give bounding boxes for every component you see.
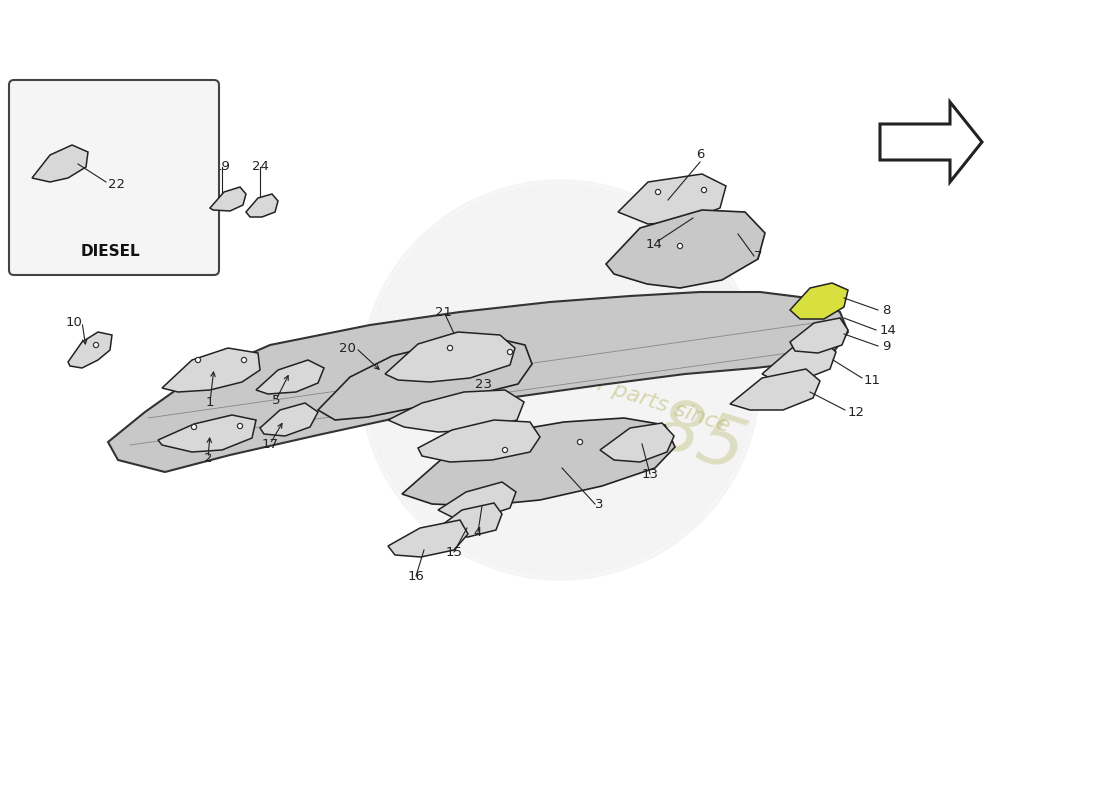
Circle shape: [702, 187, 706, 193]
Text: 15: 15: [446, 546, 462, 558]
Polygon shape: [438, 482, 516, 518]
Polygon shape: [618, 174, 726, 224]
Polygon shape: [790, 318, 848, 353]
Text: 1: 1: [206, 395, 214, 409]
Polygon shape: [210, 187, 246, 211]
Text: 12: 12: [848, 406, 865, 418]
Polygon shape: [438, 503, 502, 537]
Text: 21: 21: [436, 306, 452, 318]
Circle shape: [503, 447, 507, 453]
Circle shape: [703, 189, 705, 191]
Circle shape: [579, 441, 581, 443]
Polygon shape: [158, 415, 256, 452]
FancyBboxPatch shape: [9, 80, 219, 275]
Text: 24: 24: [252, 161, 268, 174]
Text: 8: 8: [882, 303, 890, 317]
Text: 14: 14: [646, 238, 662, 251]
Polygon shape: [318, 338, 532, 420]
Circle shape: [679, 245, 681, 247]
Circle shape: [239, 425, 241, 427]
Text: 9: 9: [882, 339, 890, 353]
Circle shape: [678, 243, 682, 249]
Polygon shape: [600, 423, 674, 462]
Text: 14: 14: [880, 325, 896, 338]
Polygon shape: [162, 348, 260, 392]
Polygon shape: [790, 283, 848, 319]
Text: 11: 11: [864, 374, 881, 386]
Circle shape: [507, 350, 513, 354]
Circle shape: [448, 346, 452, 350]
Text: 23: 23: [463, 434, 481, 446]
Polygon shape: [388, 390, 524, 432]
Circle shape: [95, 344, 97, 346]
Circle shape: [449, 346, 451, 350]
Circle shape: [656, 190, 660, 194]
Text: 19: 19: [213, 161, 230, 174]
Polygon shape: [256, 360, 324, 394]
Text: 22: 22: [108, 178, 125, 190]
Text: a passion for parts since: a passion for parts since: [468, 334, 733, 437]
Text: 2: 2: [204, 451, 212, 465]
Circle shape: [196, 358, 200, 362]
Circle shape: [504, 449, 506, 451]
Polygon shape: [762, 341, 836, 380]
Polygon shape: [880, 102, 982, 182]
Polygon shape: [68, 332, 112, 368]
Circle shape: [243, 358, 245, 362]
Circle shape: [197, 358, 199, 362]
Text: DIESEL: DIESEL: [80, 245, 140, 259]
Text: 6: 6: [696, 149, 704, 162]
Text: 10: 10: [65, 315, 82, 329]
Text: 85: 85: [646, 393, 755, 487]
Polygon shape: [385, 332, 515, 382]
Text: 17: 17: [262, 438, 278, 450]
Circle shape: [657, 190, 659, 194]
Polygon shape: [246, 194, 278, 217]
Text: 3: 3: [595, 498, 604, 510]
Polygon shape: [418, 420, 540, 462]
Polygon shape: [730, 369, 820, 410]
Text: 20: 20: [339, 342, 356, 354]
Circle shape: [94, 342, 99, 347]
Text: 16: 16: [408, 570, 425, 582]
Polygon shape: [388, 520, 467, 557]
Polygon shape: [260, 403, 318, 436]
Circle shape: [508, 350, 512, 354]
Circle shape: [191, 425, 197, 430]
Text: 4: 4: [474, 526, 482, 538]
Circle shape: [360, 180, 760, 580]
Polygon shape: [32, 145, 88, 182]
Circle shape: [242, 358, 246, 362]
Text: 23: 23: [474, 378, 492, 391]
Polygon shape: [402, 418, 675, 506]
Circle shape: [192, 426, 196, 428]
Text: 7: 7: [754, 250, 762, 262]
Text: 13: 13: [641, 467, 659, 481]
Circle shape: [238, 423, 242, 429]
Text: 5: 5: [272, 394, 280, 406]
Polygon shape: [108, 292, 848, 472]
Circle shape: [578, 439, 583, 445]
Polygon shape: [606, 210, 764, 288]
Circle shape: [365, 185, 755, 575]
